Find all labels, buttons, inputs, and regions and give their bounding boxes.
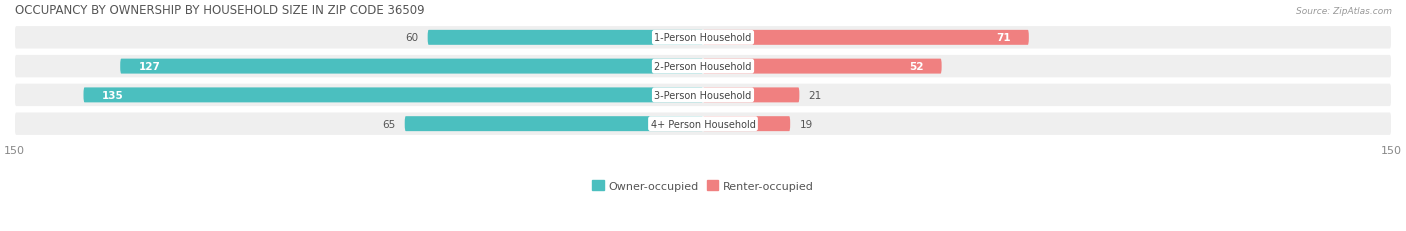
FancyBboxPatch shape [14,56,1392,78]
Text: Source: ZipAtlas.com: Source: ZipAtlas.com [1296,7,1392,16]
Text: 3-Person Household: 3-Person Household [654,91,752,100]
FancyBboxPatch shape [83,88,703,103]
Text: 2-Person Household: 2-Person Household [654,62,752,72]
Text: 127: 127 [139,62,160,72]
Text: 135: 135 [101,91,124,100]
FancyBboxPatch shape [405,117,703,132]
Text: 60: 60 [405,33,419,43]
FancyBboxPatch shape [14,113,1392,135]
Text: 65: 65 [382,119,395,129]
Text: 19: 19 [800,119,813,129]
FancyBboxPatch shape [703,31,1029,46]
FancyBboxPatch shape [120,59,703,74]
Text: 52: 52 [908,62,924,72]
Text: 71: 71 [995,33,1011,43]
FancyBboxPatch shape [14,84,1392,107]
FancyBboxPatch shape [703,59,942,74]
Legend: Owner-occupied, Renter-occupied: Owner-occupied, Renter-occupied [588,176,818,195]
FancyBboxPatch shape [427,31,703,46]
FancyBboxPatch shape [14,27,1392,49]
Text: 21: 21 [808,91,821,100]
FancyBboxPatch shape [703,88,800,103]
Text: 4+ Person Household: 4+ Person Household [651,119,755,129]
Text: OCCUPANCY BY OWNERSHIP BY HOUSEHOLD SIZE IN ZIP CODE 36509: OCCUPANCY BY OWNERSHIP BY HOUSEHOLD SIZE… [14,4,425,17]
FancyBboxPatch shape [703,117,790,132]
Text: 1-Person Household: 1-Person Household [654,33,752,43]
